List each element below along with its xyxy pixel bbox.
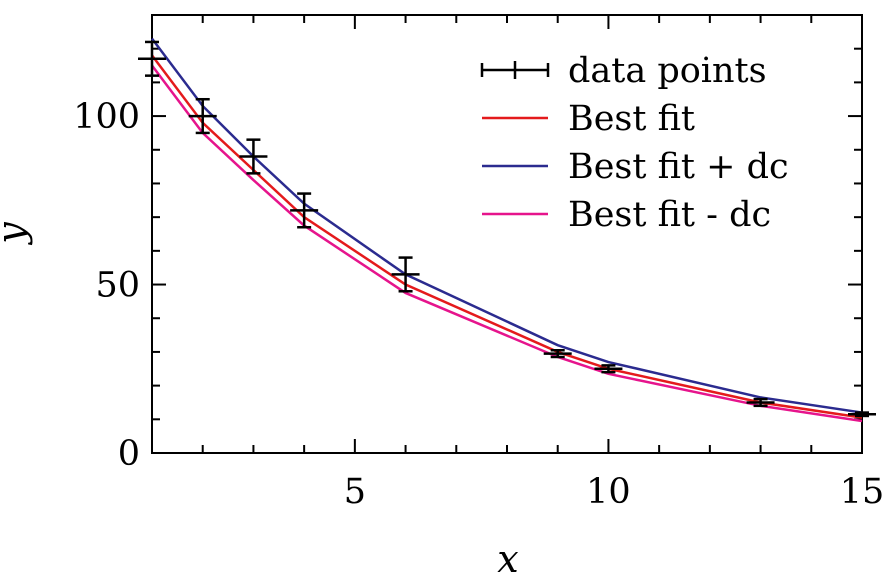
axis-ticks (151, 14, 863, 454)
data-point (239, 138, 268, 175)
data-point (391, 256, 420, 293)
data-point (290, 192, 319, 229)
data-point (543, 348, 572, 359)
legend-label: Best fit - dc (568, 195, 771, 235)
data-point (188, 97, 217, 135)
series-line (151, 64, 863, 423)
legend-label: data points (568, 51, 767, 91)
error-bars (138, 40, 876, 418)
y-tick-label: 100 (73, 97, 140, 137)
legend-label: Best fit (568, 99, 695, 139)
data-point (594, 364, 623, 374)
y-tick-label: 50 (95, 266, 140, 306)
legend-item: Best fit + dc (482, 147, 789, 187)
y-tick-label: 0 (118, 434, 140, 474)
x-axis-label: x (497, 537, 518, 577)
x-tick-label: 15 (840, 472, 882, 512)
series-line (151, 54, 863, 419)
x-tick-label: 5 (344, 472, 366, 512)
legend: data points Best fit Best fit + dc Best fit… (480, 51, 789, 235)
y-axis-label: y (0, 222, 33, 246)
legend-label: Best fit + dc (568, 147, 789, 187)
legend-item: data points (480, 51, 767, 91)
data-point (848, 411, 876, 418)
legend-item: Best fit (482, 99, 695, 139)
tick-labels: 5 10 15 0 50 100 (73, 97, 882, 512)
data-point (746, 397, 775, 408)
data-point (138, 40, 166, 77)
x-tick-label: 10 (586, 472, 631, 512)
legend-item: Best fit - dc (482, 195, 771, 235)
